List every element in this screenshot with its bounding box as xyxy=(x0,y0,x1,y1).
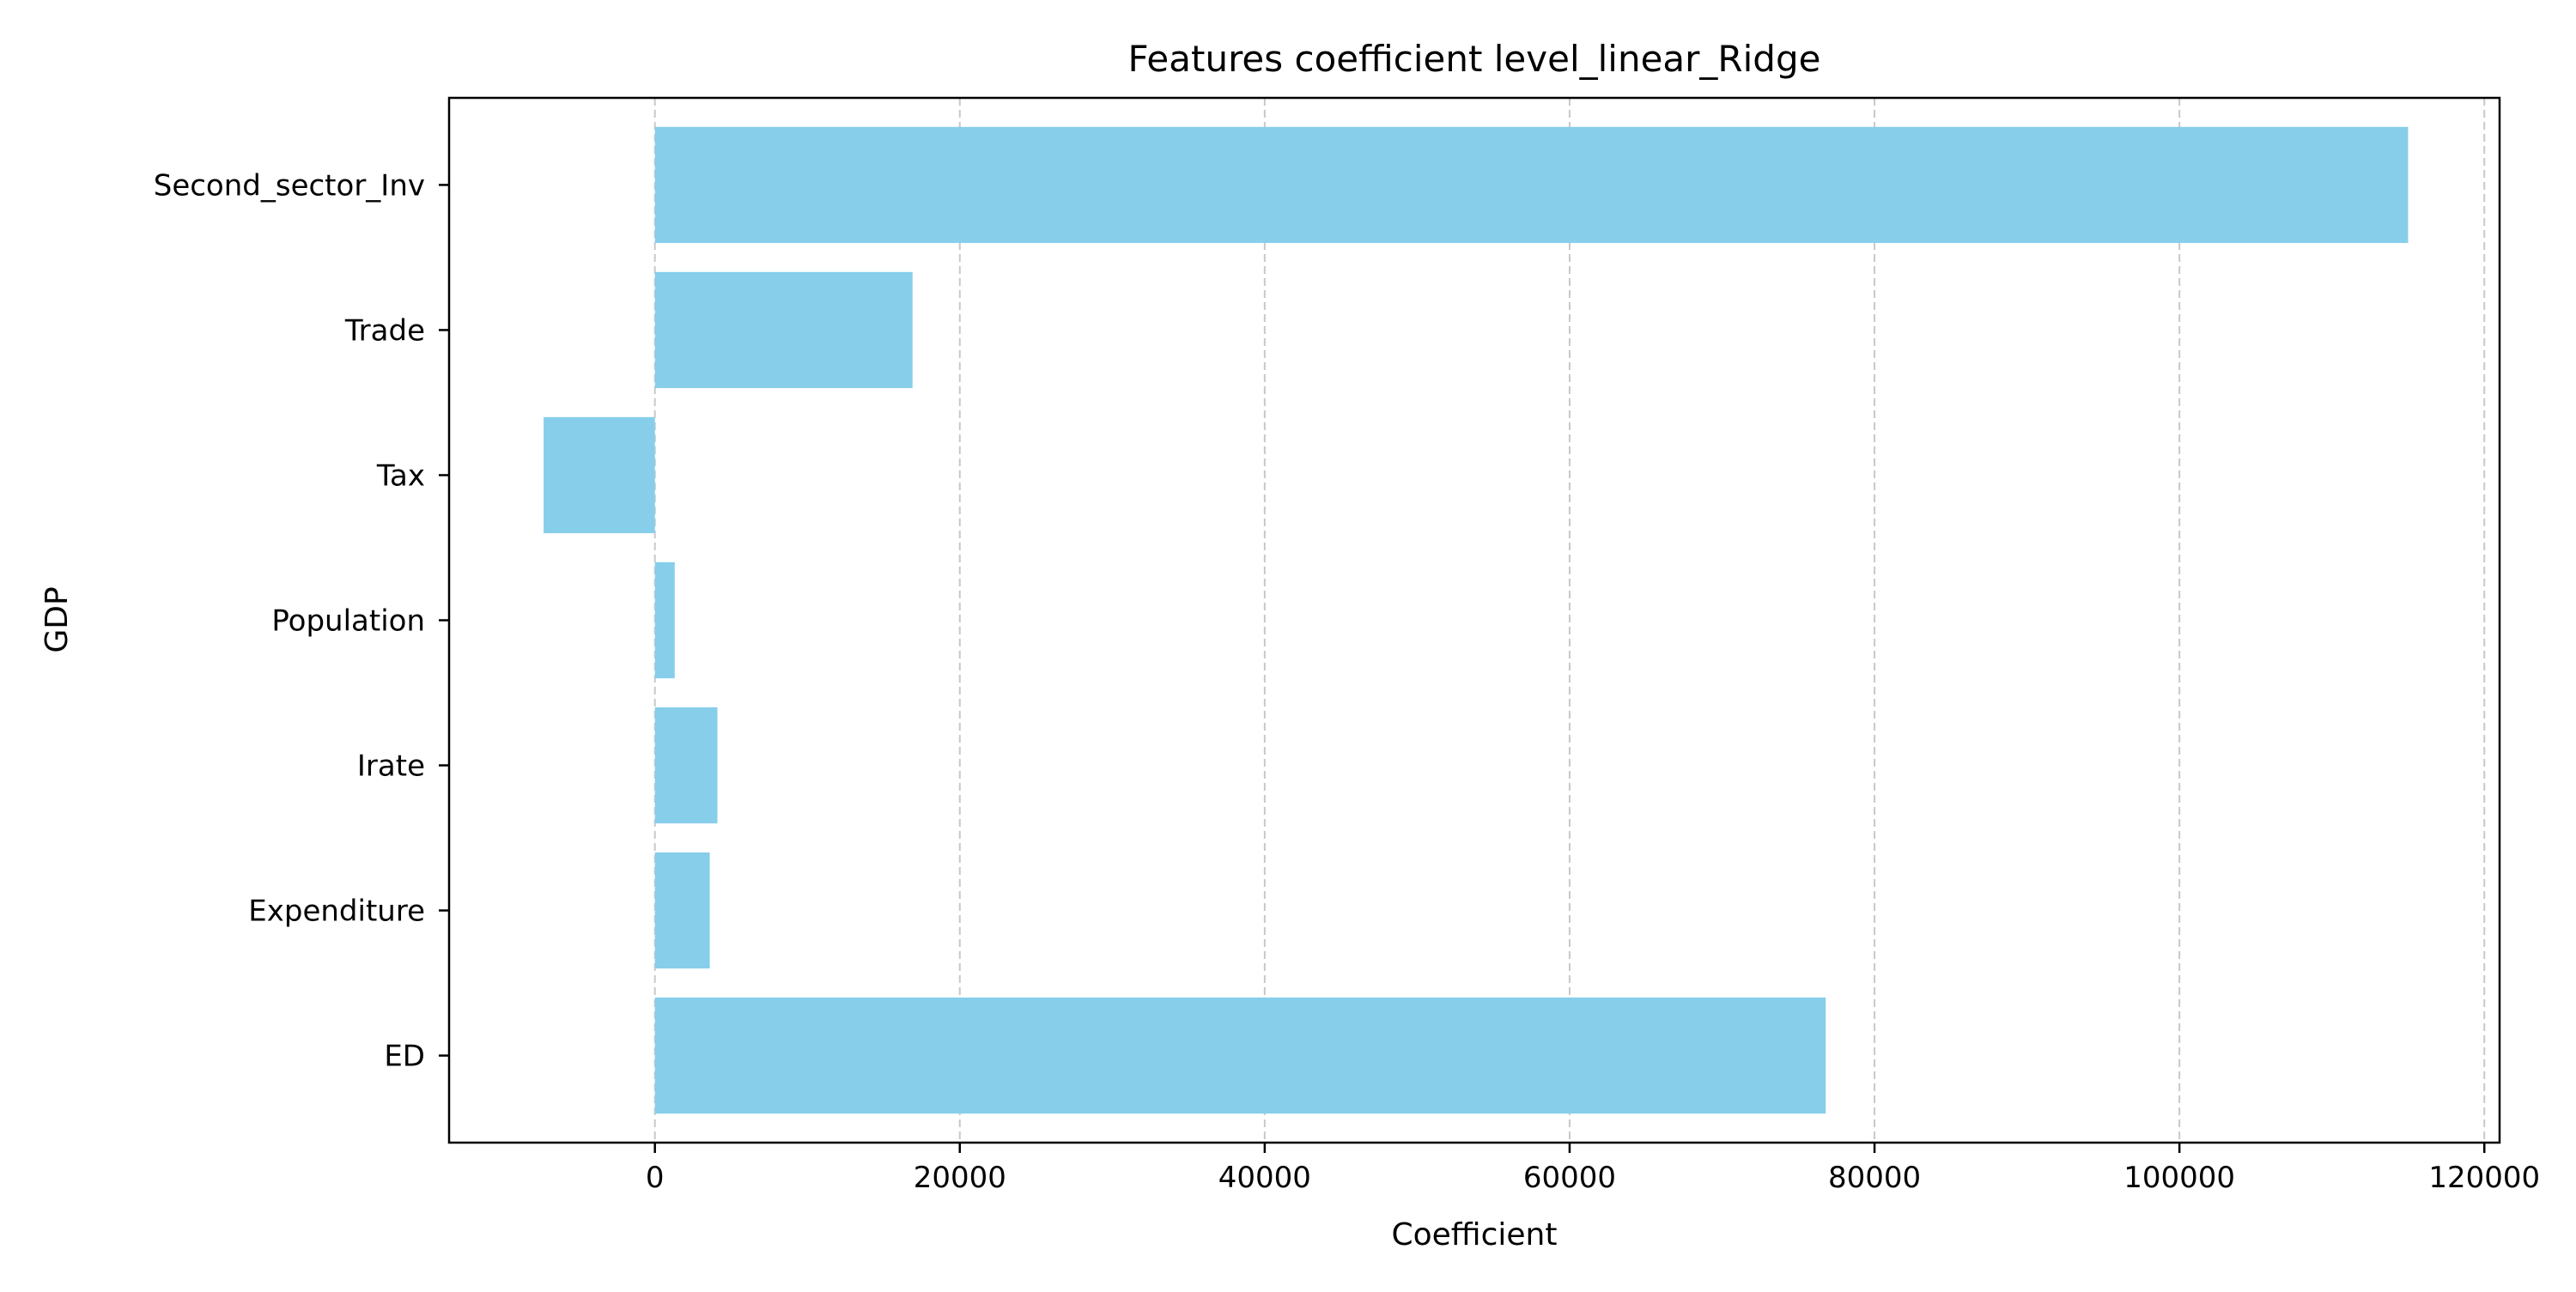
bar-population xyxy=(654,561,675,679)
x-tick-label: 40000 xyxy=(1218,1161,1311,1195)
x-axis-label: Coefficient xyxy=(1392,1217,1558,1253)
bar-tax xyxy=(544,416,655,534)
bar-irate xyxy=(654,707,718,824)
y-axis-ticks: Second_sector_Inv Trade Tax Population Irate… xyxy=(154,168,449,1074)
x-tick-label: 100000 xyxy=(2123,1161,2235,1195)
bars xyxy=(544,126,2409,1114)
bar-second-sector-inv xyxy=(654,126,2409,244)
y-tick-label: Second_sector_Inv xyxy=(154,168,425,203)
x-tick-label: 20000 xyxy=(914,1161,1006,1195)
chart-title: Features coefficient level_linear_Ridge xyxy=(1128,38,1821,80)
bar-expenditure xyxy=(654,852,710,969)
grid-lines xyxy=(653,98,2486,1143)
y-tick-label: Expenditure xyxy=(248,895,425,929)
y-tick-label: Tax xyxy=(376,458,425,493)
x-tick-label: 80000 xyxy=(1828,1161,1921,1195)
bar-ed xyxy=(654,997,1826,1114)
y-tick-label: ED xyxy=(384,1040,425,1074)
x-tick-label: 120000 xyxy=(2428,1161,2540,1195)
y-tick-label: Irate xyxy=(357,749,425,784)
x-tick-label: 60000 xyxy=(1523,1161,1616,1195)
y-tick-label: Population xyxy=(271,604,425,639)
y-axis-label: GDP xyxy=(39,586,75,652)
x-axis-ticks: 0 20000 40000 60000 80000 100000 120000 xyxy=(646,1143,2540,1195)
plot-frame xyxy=(447,96,2501,1144)
x-tick-label: 0 xyxy=(646,1161,665,1195)
bar-trade xyxy=(654,271,913,389)
y-tick-label: Trade xyxy=(344,313,425,348)
